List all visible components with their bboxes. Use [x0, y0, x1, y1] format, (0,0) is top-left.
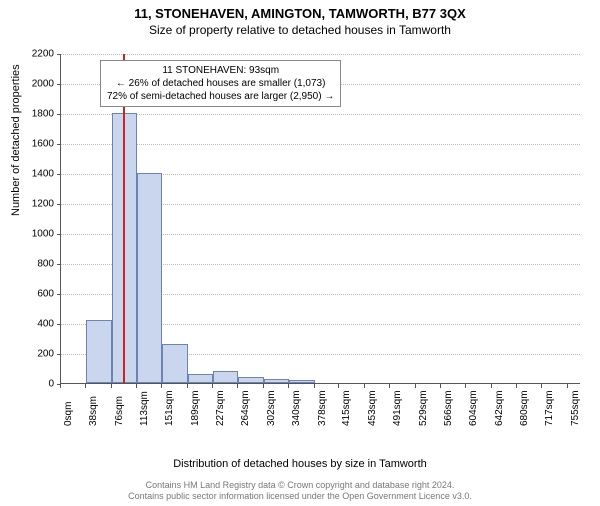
footer-line2: Contains public sector information licen… [0, 491, 600, 502]
histogram-bar [264, 379, 289, 384]
ytick-label: 2200 [14, 49, 54, 60]
annotation-line3: 72% of semi-detached houses are larger (… [107, 90, 334, 103]
xtick-mark [161, 384, 162, 388]
histogram-bar [86, 320, 111, 383]
ytick-label: 400 [14, 319, 54, 330]
xtick-mark [465, 384, 466, 388]
xtick-mark [111, 384, 112, 388]
xtick-mark [541, 384, 542, 388]
gridline [61, 144, 580, 145]
xtick-mark [440, 384, 441, 388]
xtick-label: 566sqm [443, 390, 454, 426]
xtick-label: 680sqm [519, 390, 530, 426]
xtick-label: 717sqm [544, 390, 555, 426]
ytick-label: 800 [14, 259, 54, 270]
xtick-mark [288, 384, 289, 388]
ytick-label: 0 [14, 379, 54, 390]
histogram-bar [213, 371, 238, 383]
xtick-mark [212, 384, 213, 388]
ytick-mark [57, 174, 61, 175]
xtick-mark [263, 384, 264, 388]
ytick-mark [57, 354, 61, 355]
annotation-box: 11 STONEHAVEN: 93sqm ← 26% of detached h… [100, 60, 341, 107]
xtick-mark [364, 384, 365, 388]
ytick-mark [57, 294, 61, 295]
xtick-mark [415, 384, 416, 388]
xtick-label: 529sqm [418, 390, 429, 426]
histogram-bar [238, 377, 263, 383]
ytick-mark [57, 204, 61, 205]
title-sub: Size of property relative to detached ho… [0, 23, 600, 37]
xtick-label: 0sqm [63, 402, 74, 426]
ytick-label: 1800 [14, 109, 54, 120]
ytick-mark [57, 84, 61, 85]
xtick-label: 151sqm [164, 390, 175, 426]
xtick-mark [85, 384, 86, 388]
xtick-mark [389, 384, 390, 388]
xtick-mark [491, 384, 492, 388]
gridline [61, 54, 580, 55]
ytick-label: 1200 [14, 199, 54, 210]
xtick-mark [516, 384, 517, 388]
xtick-mark [567, 384, 568, 388]
xtick-label: 642sqm [494, 390, 505, 426]
xtick-label: 38sqm [88, 396, 99, 426]
xtick-label: 604sqm [468, 390, 479, 426]
xtick-label: 755sqm [570, 390, 581, 426]
ytick-label: 600 [14, 289, 54, 300]
xtick-label: 113sqm [139, 391, 150, 426]
xtick-label: 76sqm [114, 396, 125, 426]
chart-area: 11 STONEHAVEN: 93sqm ← 26% of detached h… [60, 54, 580, 434]
x-axis-label: Distribution of detached houses by size … [0, 458, 600, 470]
ytick-label: 1000 [14, 229, 54, 240]
ytick-mark [57, 144, 61, 145]
ytick-label: 1400 [14, 169, 54, 180]
xtick-label: 415sqm [341, 390, 352, 426]
xtick-mark [136, 384, 137, 388]
histogram-bar [289, 380, 314, 383]
xtick-mark [237, 384, 238, 388]
annotation-line2: ← 26% of detached houses are smaller (1,… [107, 77, 334, 90]
annotation-line1: 11 STONEHAVEN: 93sqm [107, 64, 334, 77]
ytick-mark [57, 114, 61, 115]
footer-attribution: Contains HM Land Registry data © Crown c… [0, 480, 600, 502]
ytick-label: 1600 [14, 139, 54, 150]
xtick-label: 491sqm [392, 390, 403, 426]
ytick-mark [57, 264, 61, 265]
ytick-mark [57, 54, 61, 55]
histogram-bar [137, 173, 162, 383]
ytick-label: 200 [14, 349, 54, 360]
xtick-label: 340sqm [291, 390, 302, 426]
xtick-label: 189sqm [190, 390, 201, 426]
ytick-mark [57, 324, 61, 325]
ytick-mark [57, 234, 61, 235]
xtick-mark [338, 384, 339, 388]
xtick-mark [187, 384, 188, 388]
xtick-label: 227sqm [215, 390, 226, 426]
xtick-label: 453sqm [367, 390, 378, 426]
gridline [61, 114, 580, 115]
xtick-label: 302sqm [266, 390, 277, 426]
xtick-mark [60, 384, 61, 388]
title-main: 11, STONEHAVEN, AMINGTON, TAMWORTH, B77 … [0, 6, 600, 21]
xtick-label: 378sqm [317, 390, 328, 426]
histogram-bar [188, 374, 213, 383]
histogram-bar [162, 344, 187, 383]
ytick-label: 2000 [14, 79, 54, 90]
xtick-label: 264sqm [240, 390, 251, 426]
xtick-mark [314, 384, 315, 388]
footer-line1: Contains HM Land Registry data © Crown c… [0, 480, 600, 491]
